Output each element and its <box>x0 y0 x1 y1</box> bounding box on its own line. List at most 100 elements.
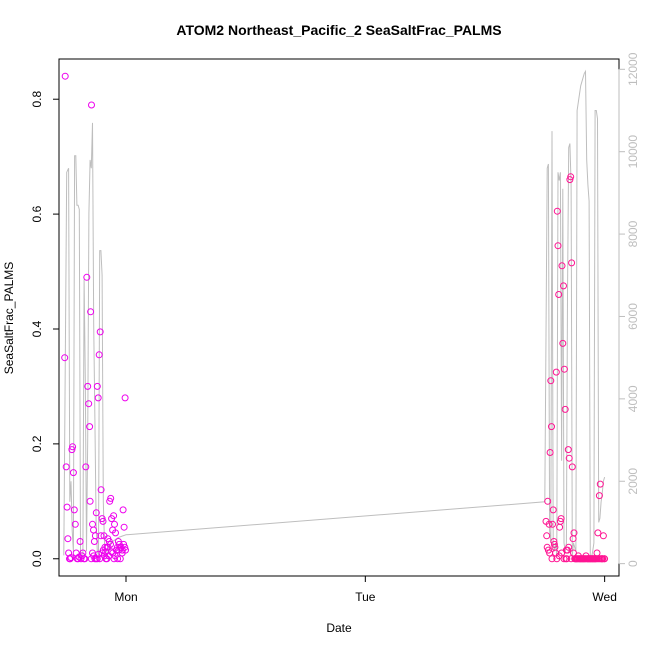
y-tick-label-4: 0.8 <box>30 91 44 108</box>
data-point-190 <box>591 555 599 563</box>
data-point-3 <box>63 503 71 511</box>
data-point-30 <box>88 101 95 109</box>
data-point-2 <box>62 463 70 471</box>
data-point-64 <box>120 523 128 531</box>
data-point-163 <box>596 480 604 488</box>
data-point-38 <box>95 351 103 359</box>
data-point-4 <box>64 535 72 543</box>
data-point-114 <box>557 515 565 523</box>
data-point-97 <box>544 497 552 505</box>
plot-frame <box>58 58 620 577</box>
data-point-180 <box>567 555 575 563</box>
data-point-192 <box>596 555 604 563</box>
data-point-0 <box>61 354 69 362</box>
data-point-170 <box>543 543 551 551</box>
y2-tick-label-4: 8000 <box>626 220 640 247</box>
data-point-117 <box>560 282 567 290</box>
data-point-108 <box>552 368 560 376</box>
data-point-189 <box>589 555 597 563</box>
data-point-173 <box>550 540 558 548</box>
data-point-88 <box>107 540 114 548</box>
data-point-121 <box>563 555 571 563</box>
data-point-188 <box>586 555 594 563</box>
data-point-118 <box>560 365 568 373</box>
data-point-50 <box>107 494 115 502</box>
data-point-184 <box>577 555 585 563</box>
data-point-10 <box>69 443 77 451</box>
data-point-94 <box>121 543 129 551</box>
data-point-172 <box>548 555 556 563</box>
y2-tick-label-1: 2000 <box>626 468 640 495</box>
data-point-11 <box>69 469 77 477</box>
data-point-110 <box>554 242 562 250</box>
data-point-130 <box>570 529 578 537</box>
chart-title: ATOM2 Northeast_Pacific_2 SeaSaltFrac_PA… <box>176 22 501 38</box>
data-point-83 <box>95 550 102 558</box>
y2-tick-label-2: 4000 <box>626 385 640 412</box>
y-tick-label-0: 0.0 <box>30 550 44 567</box>
data-point-9 <box>68 446 76 454</box>
data-point-193 <box>598 555 606 563</box>
data-point-41 <box>98 515 106 523</box>
y-tick-label-1: 0.2 <box>30 435 44 452</box>
data-point-162 <box>595 492 603 500</box>
data-point-36 <box>93 382 101 390</box>
data-point-167 <box>599 532 607 540</box>
data-point-37 <box>94 394 102 402</box>
data-point-27 <box>85 400 93 408</box>
data-point-127 <box>568 259 576 267</box>
data-point-159 <box>593 549 601 557</box>
data-point-26 <box>84 382 92 390</box>
y2-tick-label-5: 10000 <box>626 135 640 169</box>
x-tick-label-2: Wed <box>592 590 616 604</box>
data-point-39 <box>96 328 104 336</box>
data-point-35 <box>92 509 100 517</box>
data-point-31 <box>89 520 96 528</box>
data-point-109 <box>553 207 561 215</box>
data-point-179 <box>565 543 573 551</box>
data-point-123 <box>564 446 572 454</box>
data-point-29 <box>87 308 95 316</box>
points-layer <box>61 72 609 563</box>
data-point-177 <box>560 555 568 563</box>
data-point-40 <box>97 486 105 494</box>
y-tick-label-2: 0.4 <box>30 320 44 337</box>
data-point-24 <box>82 463 90 471</box>
data-point-1 <box>61 72 69 80</box>
data-point-112 <box>556 523 564 531</box>
data-point-191 <box>594 555 601 563</box>
series-line-0 <box>63 69 606 560</box>
line-layer <box>63 69 606 560</box>
data-point-113 <box>556 517 564 525</box>
data-point-185 <box>579 555 587 563</box>
x-axis-label: Date <box>326 621 352 635</box>
data-point-160 <box>594 529 602 537</box>
data-point-119 <box>561 405 569 413</box>
data-point-32 <box>90 526 97 534</box>
data-point-12 <box>70 506 78 514</box>
data-point-128 <box>568 463 576 471</box>
data-point-101 <box>547 377 555 385</box>
data-point-65 <box>121 394 129 402</box>
y2-tick-label-6: 12000 <box>626 52 640 86</box>
data-point-53 <box>110 512 118 520</box>
data-point-63 <box>119 506 127 514</box>
data-point-18 <box>76 538 84 545</box>
data-point-49 <box>106 497 114 505</box>
x-tick-label-1: Tue <box>355 590 376 604</box>
data-point-13 <box>71 520 79 528</box>
data-point-84 <box>97 532 105 540</box>
data-point-102 <box>548 423 555 431</box>
y-tick-label-3: 0.6 <box>30 205 44 222</box>
data-point-42 <box>99 517 107 525</box>
data-point-124 <box>565 454 573 462</box>
data-point-7 <box>66 555 74 563</box>
data-point-171 <box>546 549 554 557</box>
data-point-125 <box>566 176 574 184</box>
y2-tick-label-3: 6000 <box>626 303 640 330</box>
data-point-54 <box>111 520 118 528</box>
data-point-99 <box>545 520 553 528</box>
data-point-103 <box>549 520 556 528</box>
